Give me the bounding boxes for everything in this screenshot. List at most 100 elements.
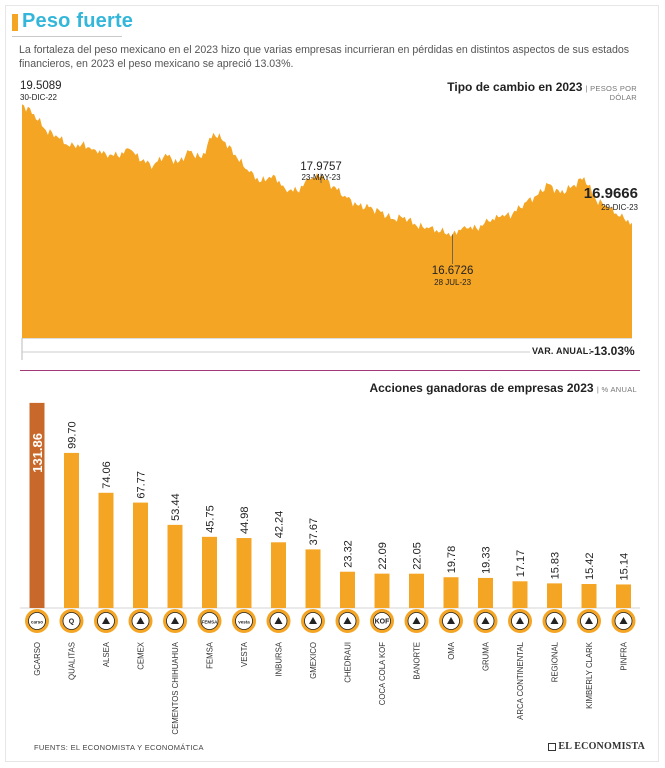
bar-value-label: 22.09	[377, 542, 389, 570]
bar-value-label: 15.42	[584, 552, 596, 580]
category-label: KIMBERLY CLARK	[585, 641, 594, 709]
bar-vesta	[236, 538, 252, 608]
annual-variation-value: -13.03%	[590, 344, 635, 358]
bar-value-label: 53.44	[170, 493, 182, 521]
bar-value-label: 74.06	[101, 461, 113, 489]
bar-value-label: 15.83	[550, 552, 562, 580]
logo-text: Q	[69, 619, 75, 626]
section-divider	[20, 370, 640, 371]
bar-pinfra	[616, 584, 631, 608]
page-title: Peso fuerte	[22, 10, 134, 32]
bar-value-label: 17.17	[515, 550, 527, 578]
annotation-date: 30-DIC-22	[20, 93, 57, 102]
category-label: CEMEX	[137, 641, 146, 670]
logo-glyph-icon	[136, 617, 145, 624]
bar-inbursa	[271, 542, 286, 608]
title-accent-bar	[12, 14, 18, 31]
line-chart-unit-2: DÓLAR	[609, 93, 637, 102]
bar-chart-unit: | % ANUAL	[596, 385, 637, 394]
category-label: ALSEA	[102, 641, 111, 667]
category-label: OMA	[447, 641, 456, 660]
logo-inner-icon	[373, 612, 391, 630]
bar-value-label: 19.33	[481, 546, 493, 574]
category-label: COCA COLA KOF	[378, 642, 387, 705]
bar-cemex	[133, 502, 148, 608]
bar-value-label: 22.05	[412, 542, 424, 570]
logo-text: FEMSA	[202, 620, 219, 625]
logo-glyph-icon	[516, 617, 524, 624]
annotation-value: 17.9757	[300, 161, 342, 173]
bar-kimberly-clark	[581, 584, 597, 608]
bar-regional	[547, 583, 562, 608]
brand-name: EL ECONOMISTA	[558, 741, 645, 752]
brand-logo: EL ECONOMISTA	[548, 741, 645, 752]
bar-value-label: 15.14	[619, 553, 631, 581]
bar-value-label: 45.75	[205, 505, 217, 533]
logo-glyph-icon	[343, 617, 352, 624]
bar-femsa	[202, 536, 217, 608]
logo-glyph-icon	[274, 617, 283, 624]
logo-glyph-icon	[585, 617, 593, 624]
bar-gcarso	[29, 402, 45, 608]
bar-chedraui	[340, 571, 355, 608]
bar-chart-title: Acciones ganadoras de empresas 2023 | % …	[369, 381, 637, 395]
logo-glyph-icon	[102, 617, 110, 624]
logo-glyph-icon	[447, 617, 455, 624]
bar-value-label: 23.32	[343, 540, 355, 568]
bar-qualitas	[64, 452, 79, 608]
bar-value-label: 42.24	[274, 511, 286, 539]
category-label: GRUMA	[482, 641, 491, 671]
bar-value-label: 99.70	[67, 421, 79, 449]
title-underline	[12, 36, 122, 37]
line-chart-title-text: Tipo de cambio en 2023	[447, 80, 583, 94]
category-label: INBURSA	[275, 641, 284, 676]
bar-gmexico	[305, 549, 321, 608]
bar-alsea	[98, 492, 114, 608]
bar-gruma	[478, 577, 493, 608]
stock-gains-chart: 131.86 carso GCARSO 99.70 Q QUALITAS 74.06 ALSE…	[20, 402, 640, 735]
logo-text: vesta	[238, 620, 250, 625]
logo-inner-icon	[200, 612, 219, 630]
logo-glyph-icon	[481, 617, 490, 624]
bar-arca-continental	[512, 581, 528, 608]
bar-cementos-chihuahua	[167, 524, 183, 608]
logo-glyph-icon	[619, 617, 628, 624]
bar-value-label: 37.67	[308, 518, 320, 546]
annotation-date: 23-MAY-23	[301, 173, 341, 182]
page-frame	[5, 5, 659, 762]
logo-text: carso	[31, 620, 43, 625]
source-note: FUENTS: EL ECONOMISTA Y ECONOMÁTICA	[34, 743, 204, 752]
page-subtitle: La fortaleza del peso mexicano en el 202…	[19, 44, 630, 70]
logo-glyph-icon	[550, 617, 559, 624]
category-label: FEMSA	[206, 641, 215, 669]
line-chart-unit: | PESOS POR	[585, 84, 637, 93]
brand-mark-icon	[548, 742, 557, 751]
category-label: CHEDRAUI	[344, 642, 353, 683]
logo-glyph-icon	[309, 617, 317, 624]
logo-inner-icon	[62, 612, 81, 630]
category-label: QUALITAS	[68, 642, 77, 680]
exchange-rate-area	[22, 104, 632, 338]
annotation-value: 16.9666	[584, 185, 638, 202]
bar-value-label: 131.86	[30, 433, 45, 473]
logo-glyph-icon	[171, 617, 179, 624]
category-label: BANORTE	[413, 642, 422, 680]
bar-oma	[443, 577, 459, 608]
annotation-date: 29-DIC-23	[601, 203, 638, 212]
category-label: GMEXICO	[309, 642, 318, 679]
line-chart-title: Tipo de cambio en 2023 | PESOS POR	[447, 80, 637, 94]
category-label: PINFRA	[620, 641, 629, 670]
bar-chart-title-text: Acciones ganadoras de empresas 2023	[369, 381, 594, 395]
annual-variation-label: VAR. ANUAL:	[532, 346, 592, 356]
bar-banorte	[409, 573, 424, 608]
category-label: VESTA	[240, 641, 249, 667]
category-label: CEMENTOS CHIHUAHUA	[171, 641, 180, 734]
category-label: GCARSO	[33, 642, 42, 676]
logo-text: KOF	[375, 619, 391, 626]
annotation-value: 16.6726	[432, 265, 474, 277]
logo-inner-icon	[235, 612, 253, 630]
category-label: ARCA CONTINENTAL	[516, 641, 525, 719]
bar-value-label: 67.77	[136, 471, 148, 499]
annotation-date: 28 JUL-23	[434, 278, 471, 287]
annotation-value: 19.5089	[20, 80, 62, 92]
